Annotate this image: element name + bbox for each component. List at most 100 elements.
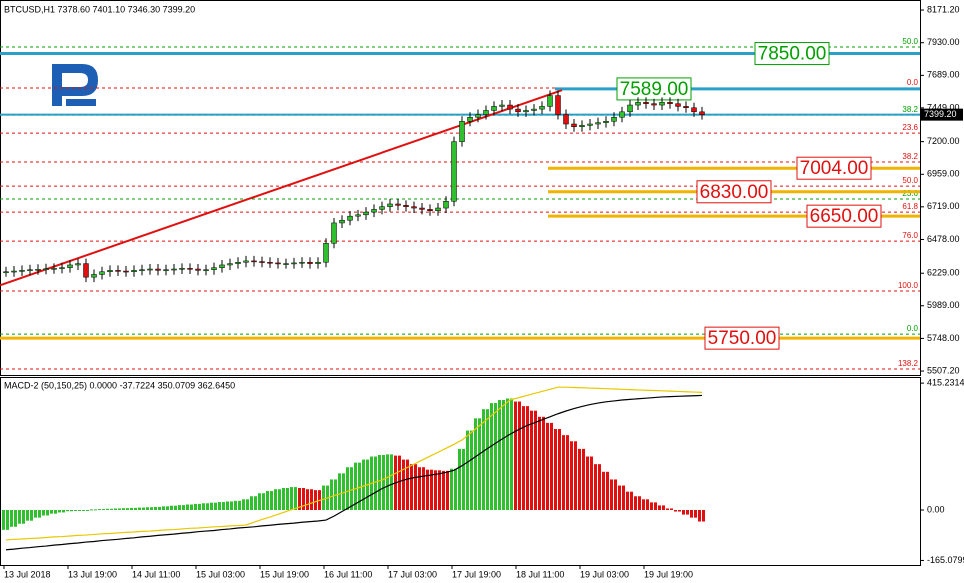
candle xyxy=(443,201,449,209)
candle xyxy=(67,264,73,268)
macd-bar xyxy=(690,510,693,518)
macd-bar xyxy=(170,505,173,510)
macd-bar xyxy=(558,429,561,510)
macd-bar xyxy=(146,507,149,510)
y-tick-label: 7689.00 xyxy=(927,70,960,80)
y-tick-label: 7200.00 xyxy=(927,136,960,146)
macd-bar xyxy=(278,489,281,510)
x-tick-label: 13 Jul 2018 xyxy=(4,569,51,579)
candle xyxy=(651,103,657,106)
macd-bar xyxy=(38,510,41,518)
macd-line xyxy=(5,394,703,551)
macd-bar xyxy=(238,500,241,510)
candle xyxy=(603,121,609,123)
macd-bar xyxy=(410,464,413,510)
candle xyxy=(635,102,641,106)
candle xyxy=(147,268,153,271)
macd-bar xyxy=(254,496,257,510)
macd-bar xyxy=(466,430,469,510)
macd-bar xyxy=(150,507,153,510)
macd-bar xyxy=(434,470,437,510)
macd-bar xyxy=(54,510,57,514)
y-tick-label: 5748.00 xyxy=(927,333,960,343)
level-box xyxy=(696,180,772,204)
macd-bar xyxy=(526,406,529,510)
candle xyxy=(243,260,249,263)
level-label: 6830.00 xyxy=(700,182,769,203)
macd-bar xyxy=(442,470,445,510)
candle xyxy=(267,261,273,264)
macd-bar xyxy=(358,462,361,510)
fib-label: 61.8 xyxy=(902,202,918,211)
candle xyxy=(43,268,49,271)
candle xyxy=(27,269,33,271)
macd-bar xyxy=(486,409,489,510)
macd-bar xyxy=(350,467,353,510)
macd-bar xyxy=(294,487,297,510)
candle xyxy=(3,271,9,273)
macd-bar xyxy=(306,489,309,510)
fib-label: 50.0 xyxy=(902,37,918,46)
level-box xyxy=(704,326,780,350)
macd-bar xyxy=(178,505,181,510)
macd-bar xyxy=(530,410,533,510)
macd-bar xyxy=(214,502,217,510)
candle xyxy=(187,268,193,270)
macd-bar xyxy=(446,470,449,510)
macd-bar xyxy=(490,403,493,510)
macd-bar xyxy=(142,507,145,510)
candle xyxy=(19,270,25,272)
y-tick-label: 7930.00 xyxy=(927,37,960,47)
fib-label: 0.0 xyxy=(907,324,919,333)
macd-bar xyxy=(362,459,365,510)
candle xyxy=(83,263,89,278)
fib-label: 76.0 xyxy=(902,231,918,240)
candle xyxy=(507,104,513,110)
macd-bar xyxy=(234,500,237,510)
macd-bar xyxy=(438,470,441,510)
macd-bar xyxy=(102,509,105,511)
x-tick-label: 19 Jul 03:00 xyxy=(580,569,629,579)
candle xyxy=(355,214,361,217)
macd-bar xyxy=(138,507,141,510)
candle xyxy=(675,103,681,107)
macd-bar xyxy=(10,510,13,527)
macd-bar xyxy=(654,502,657,510)
macd-bar xyxy=(610,479,613,510)
macd-bar xyxy=(590,456,593,510)
x-tick-label: 16 Jul 11:00 xyxy=(324,569,372,579)
macd-bar xyxy=(186,504,189,510)
macd-bar xyxy=(274,489,277,510)
macd-bar xyxy=(594,464,597,510)
candle xyxy=(691,107,697,113)
candle xyxy=(387,203,393,207)
macd-bar xyxy=(602,471,605,510)
candle xyxy=(435,207,441,212)
macd-bar xyxy=(86,510,89,511)
macd-bar xyxy=(502,400,505,510)
candle xyxy=(659,102,665,106)
macd-bar xyxy=(330,479,333,510)
candle xyxy=(403,205,409,207)
level-box xyxy=(806,204,882,228)
macd-bar xyxy=(114,508,117,510)
macd-bar xyxy=(398,455,401,510)
macd-bar xyxy=(462,448,465,510)
candle xyxy=(11,270,17,273)
macd-bar xyxy=(494,403,497,510)
candle xyxy=(323,243,329,263)
candle xyxy=(107,270,113,272)
level-label: 7850.00 xyxy=(758,44,827,65)
macd-bar xyxy=(226,501,229,510)
macd-bar xyxy=(454,468,457,510)
candle xyxy=(347,215,353,221)
macd-bar xyxy=(382,455,385,510)
macd-bar xyxy=(414,464,417,510)
macd-bar xyxy=(282,488,285,510)
macd-bar xyxy=(262,493,265,510)
macd-bar xyxy=(30,510,33,521)
macd-bar xyxy=(514,401,517,510)
macd-bar xyxy=(134,507,137,510)
candle xyxy=(163,269,169,271)
macd-bar xyxy=(450,468,453,510)
